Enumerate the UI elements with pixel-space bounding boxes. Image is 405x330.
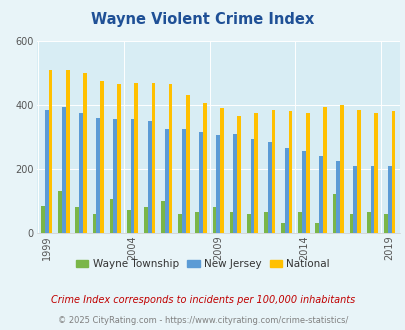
Bar [83,73,87,233]
Bar [185,95,189,233]
Bar [322,107,326,233]
Text: Wayne Violent Crime Index: Wayne Violent Crime Index [91,12,314,26]
Bar [49,70,52,233]
Bar [147,121,151,233]
Bar [195,212,199,233]
Bar [332,194,335,233]
Bar [58,191,62,233]
Bar [92,214,96,233]
Bar [164,129,168,233]
Bar [301,151,305,233]
Bar [366,212,370,233]
Bar [233,134,237,233]
Bar [161,201,164,233]
Bar [151,83,155,233]
Bar [126,210,130,233]
Bar [267,142,271,233]
Bar [353,166,356,233]
Bar [383,214,387,233]
Bar [100,81,104,233]
Bar [318,156,322,233]
Bar [370,166,373,233]
Bar [79,113,83,233]
Bar [237,116,241,233]
Bar [335,161,339,233]
Bar [62,107,66,233]
Bar [117,84,121,233]
Bar [280,223,284,233]
Bar [387,166,390,233]
Bar [390,112,394,233]
Bar [109,199,113,233]
Bar [349,214,353,233]
Bar [199,132,202,233]
Bar [113,119,117,233]
Bar [315,223,318,233]
Bar [212,207,216,233]
Text: © 2025 CityRating.com - https://www.cityrating.com/crime-statistics/: © 2025 CityRating.com - https://www.city… [58,316,347,325]
Bar [178,214,181,233]
Bar [254,113,258,233]
Bar [246,214,250,233]
Legend: Wayne Township, New Jersey, National: Wayne Township, New Jersey, National [72,255,333,274]
Bar [220,108,223,233]
Bar [202,104,206,233]
Bar [75,207,79,233]
Bar [229,212,233,233]
Bar [298,212,301,233]
Bar [250,139,254,233]
Bar [271,110,275,233]
Bar [181,129,185,233]
Bar [130,119,134,233]
Bar [305,113,309,233]
Bar [288,112,292,233]
Bar [284,148,288,233]
Bar [263,212,267,233]
Bar [144,207,147,233]
Bar [168,84,172,233]
Bar [373,113,377,233]
Bar [216,135,220,233]
Bar [41,206,45,233]
Bar [45,110,49,233]
Bar [356,110,360,233]
Bar [134,83,138,233]
Text: Crime Index corresponds to incidents per 100,000 inhabitants: Crime Index corresponds to incidents per… [51,295,354,305]
Bar [66,70,69,233]
Bar [96,118,100,233]
Bar [339,105,343,233]
